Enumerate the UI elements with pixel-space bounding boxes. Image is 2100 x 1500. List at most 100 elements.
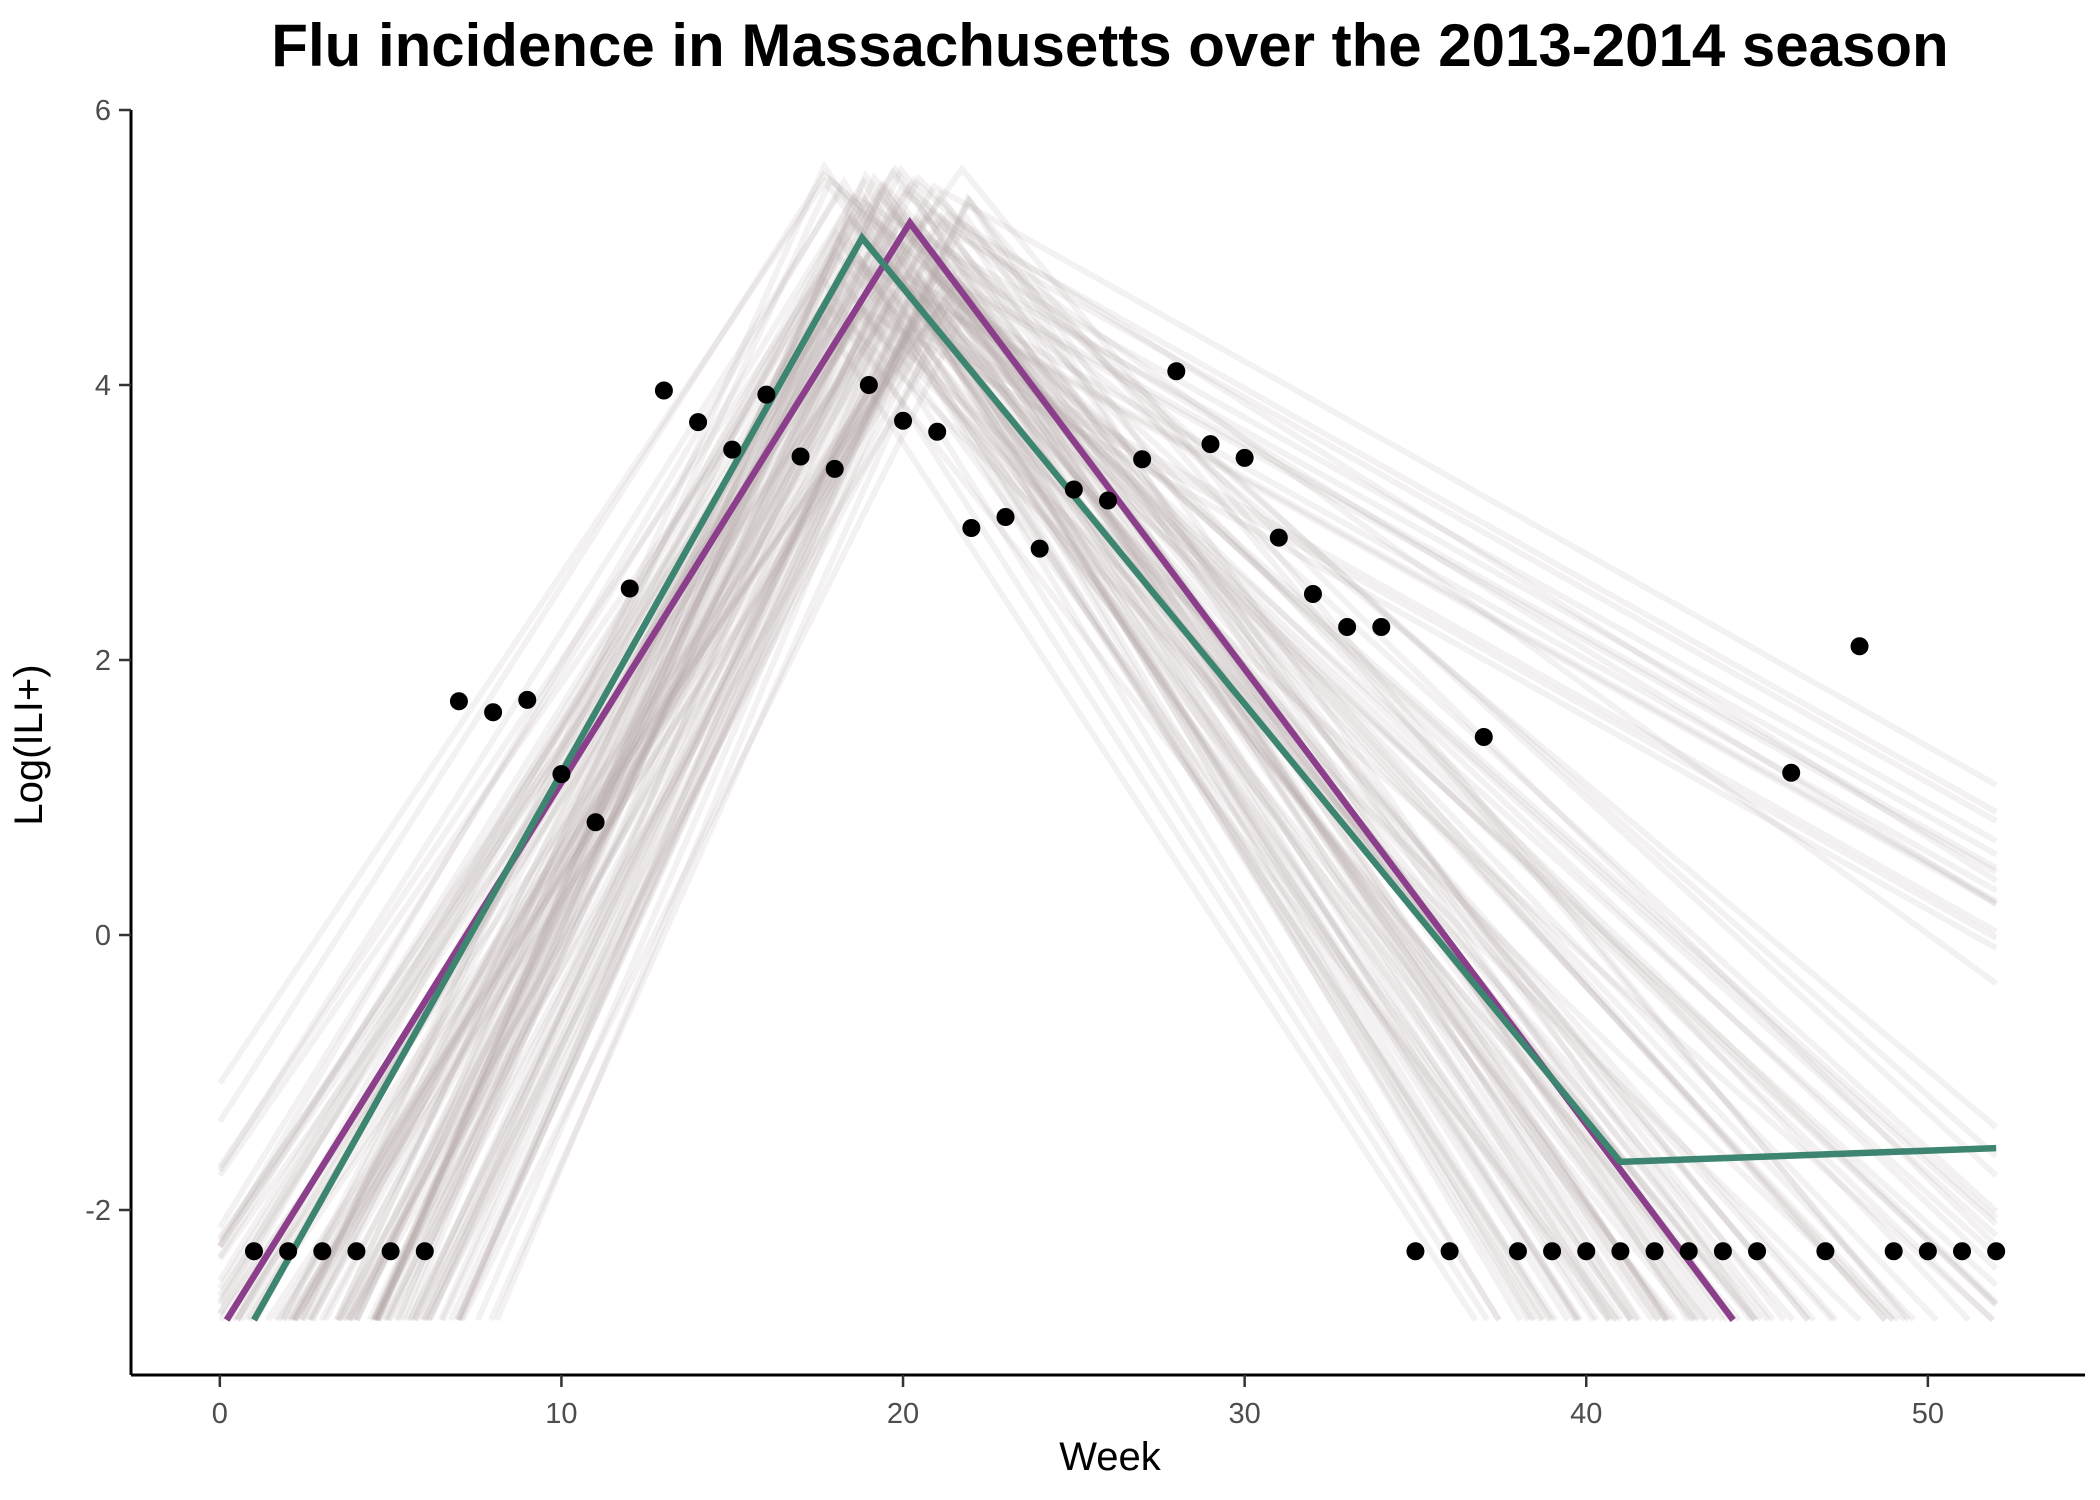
data-point — [313, 1242, 332, 1261]
posterior-draw-line — [245, 294, 1901, 1323]
posterior-draw-line — [217, 175, 1999, 1291]
observed-points — [244, 362, 2006, 1261]
data-point — [689, 413, 708, 432]
posterior-draw-line — [292, 182, 1998, 1322]
y-tick-label: 6 — [95, 95, 111, 127]
data-point — [654, 381, 673, 400]
data-point — [1679, 1242, 1698, 1261]
posterior-draw-line — [494, 267, 1998, 1322]
posterior-draw-line — [459, 303, 1661, 1322]
posterior-draw-line — [341, 279, 1600, 1322]
posterior-draw-line — [425, 321, 1619, 1322]
x-axis-ticks: 0 10 20 30 40 50 — [212, 1375, 1944, 1430]
posterior-draw-line — [217, 188, 1999, 1227]
posterior-draw-line — [454, 194, 1911, 1322]
posterior-draw-line — [217, 175, 1535, 1322]
posterior-draw-line — [309, 188, 1580, 1322]
posterior-draw-line — [456, 315, 1695, 1322]
posterior-draw-line — [234, 208, 1640, 1322]
y-axis-title: Log(ILI+) — [7, 664, 51, 825]
data-point — [1953, 1242, 1972, 1261]
data-point — [1577, 1242, 1596, 1261]
data-point — [723, 440, 742, 459]
data-point — [825, 459, 844, 478]
posterior-draw-line — [217, 211, 1999, 1243]
posterior-draw-line — [353, 201, 1662, 1322]
data-point — [484, 703, 503, 722]
y-tick-label: 4 — [95, 370, 111, 402]
data-point — [1030, 539, 1049, 558]
data-point — [1884, 1242, 1903, 1261]
data-point — [620, 579, 639, 598]
posterior-draw-line — [475, 295, 1624, 1322]
posterior-draw-line — [275, 288, 1999, 1322]
posterior-draw-line — [322, 204, 1669, 1322]
posterior-draw-line — [297, 209, 1971, 1323]
y-axis-ticks: -2 0 2 4 6 — [85, 95, 131, 1227]
data-point — [1269, 528, 1288, 547]
posterior-draw-line — [217, 164, 1908, 1322]
posterior-draw-line — [370, 173, 1999, 1322]
data-point — [1474, 728, 1493, 746]
posterior-draw-line — [386, 273, 1998, 1322]
data-point — [415, 1242, 434, 1261]
posterior-draw-line — [299, 160, 1582, 1322]
posterior-draw-line — [403, 188, 1764, 1322]
data-point — [347, 1242, 366, 1261]
data-point — [1372, 618, 1391, 636]
posterior-draw-line — [371, 194, 1759, 1322]
data-point — [1543, 1242, 1562, 1261]
data-point — [757, 385, 776, 404]
posterior-draw-line — [370, 206, 1596, 1322]
data-point — [791, 447, 810, 466]
posterior-draw-line — [305, 194, 1673, 1322]
posterior-draw-line — [217, 237, 1999, 1261]
posterior-draw-line — [421, 252, 1710, 1322]
posterior-draw-line — [345, 321, 1998, 1322]
data-point — [928, 422, 947, 441]
posterior-draw-line — [287, 211, 1668, 1322]
data-point — [1133, 450, 1152, 469]
posterior-draw-line — [353, 230, 1545, 1322]
data-point — [552, 765, 571, 784]
posterior-draw-line — [217, 203, 1579, 1322]
posterior-draw-line — [346, 250, 1655, 1322]
data-point — [449, 692, 468, 711]
posterior-draw-line — [371, 172, 1810, 1322]
posterior-draw-line — [411, 273, 1531, 1322]
posterior-draw-line — [291, 218, 1998, 1322]
data-point — [1099, 491, 1117, 510]
posterior-draw-line — [264, 272, 1614, 1322]
posterior-draw-line — [217, 213, 1642, 1322]
y-tick-label: -2 — [85, 1195, 111, 1227]
posterior-draw-line — [454, 269, 1939, 1323]
posterior-draw-line — [279, 227, 1559, 1322]
posterior-draw-line — [421, 258, 1895, 1323]
data-point — [1406, 1242, 1425, 1261]
posterior-draw-line — [283, 291, 1916, 1323]
posterior-draw-line — [318, 213, 1998, 1322]
posterior-draw-line — [217, 271, 1490, 1322]
fit-line-1 — [223, 217, 1736, 1322]
data-point — [1713, 1242, 1732, 1261]
x-tick-label: 0 — [212, 1398, 228, 1430]
posterior-draw-line — [234, 193, 1998, 1322]
data-point — [1064, 480, 1083, 499]
posterior-draw-line — [439, 193, 1691, 1322]
data-point — [1611, 1242, 1630, 1261]
posterior-draw-line — [345, 271, 1583, 1322]
posterior-draw-line — [217, 303, 1862, 1323]
posterior-draw-line — [217, 176, 1553, 1322]
posterior-draw-line — [217, 255, 1555, 1322]
data-point — [1782, 763, 1801, 782]
posterior-draw-line — [354, 164, 1787, 1322]
posterior-draw-line — [350, 208, 1634, 1322]
posterior-draw-line — [308, 306, 1678, 1322]
data-point — [894, 411, 913, 430]
posterior-draw-line — [375, 170, 1697, 1322]
data-point — [1645, 1242, 1664, 1261]
data-point — [1850, 637, 1869, 656]
data-point — [1303, 585, 1322, 603]
posterior-draw-line — [385, 289, 1502, 1322]
data-point — [1748, 1242, 1767, 1261]
